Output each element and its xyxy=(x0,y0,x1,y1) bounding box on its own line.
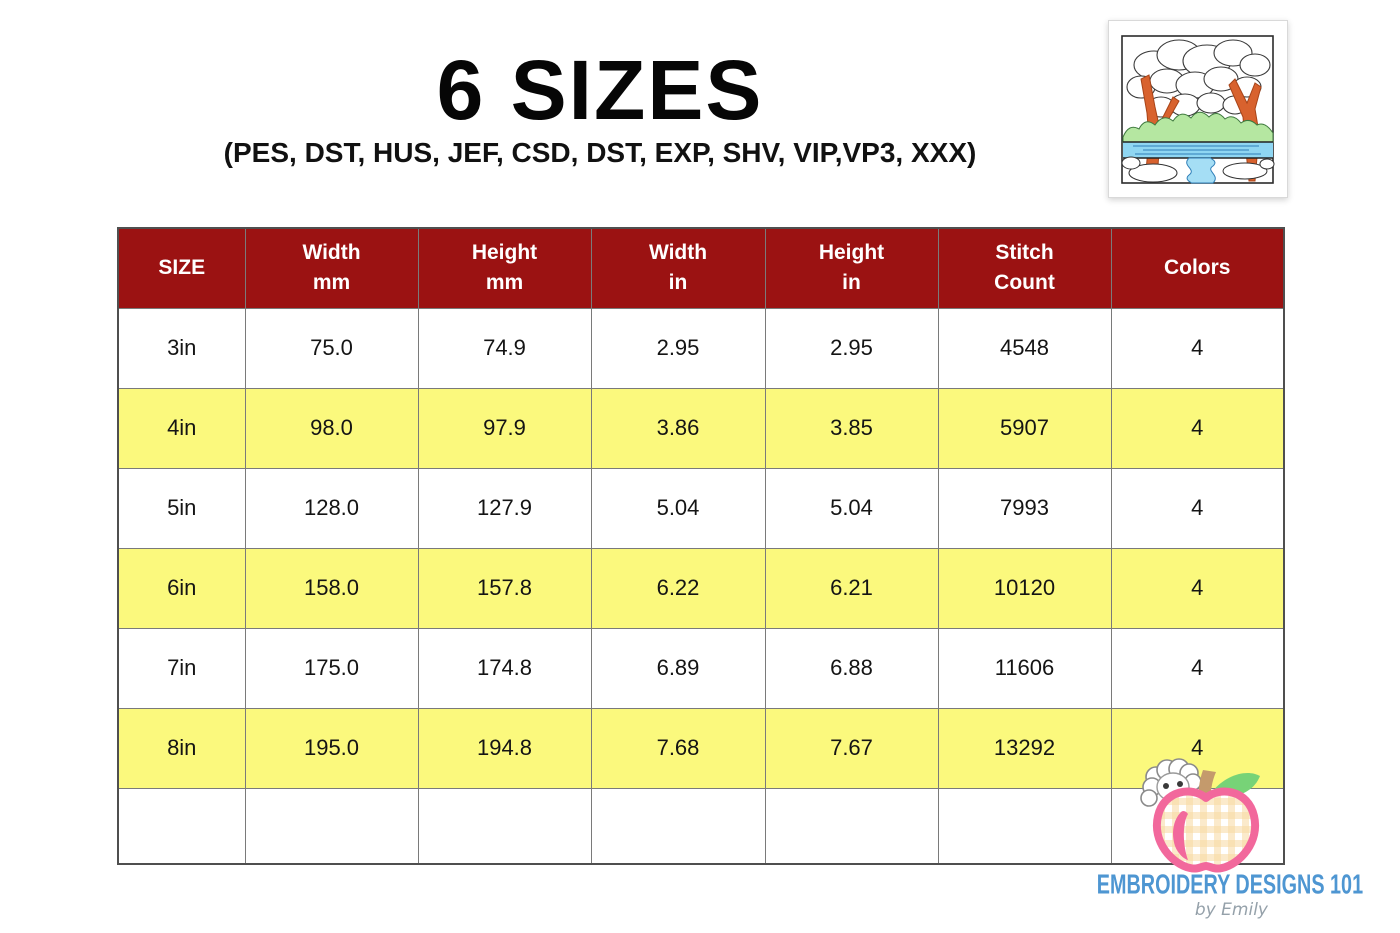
cell-empty xyxy=(590,787,766,865)
title-block: 6 SIZES (PES, DST, HUS, JEF, CSD, DST, E… xyxy=(0,43,1200,169)
cell-width-mm: 75.0 xyxy=(244,307,419,389)
cell-size: 3in xyxy=(117,307,246,389)
cell-height-mm: 74.9 xyxy=(417,307,592,389)
cell-width-mm: 128.0 xyxy=(244,467,419,549)
cell-colors: 4 xyxy=(1110,627,1285,709)
cell-width-mm: 195.0 xyxy=(244,707,419,789)
cell-empty xyxy=(417,787,592,865)
cell-size: 6in xyxy=(117,547,246,629)
col-header-width-mm: Width mm xyxy=(244,227,419,309)
cell-height-in: 3.85 xyxy=(764,387,939,469)
table-row: 3in 75.0 74.9 2.95 2.95 4548 4 xyxy=(117,307,1285,389)
page-title: 6 SIZES xyxy=(436,43,764,137)
cell-stitch-count: 4548 xyxy=(937,307,1112,389)
cell-stitch-count: 5907 xyxy=(937,387,1112,469)
cell-width-mm: 98.0 xyxy=(244,387,419,469)
cell-height-in: 6.88 xyxy=(764,627,939,709)
cell-height-mm: 97.9 xyxy=(417,387,592,469)
sample-image-card xyxy=(1108,20,1288,198)
cell-empty xyxy=(764,787,939,865)
cell-width-in: 5.04 xyxy=(590,467,766,549)
brand-logo: EMBROIDERY DESIGNS 101 by Emily xyxy=(1086,756,1364,920)
col-header-width-in: Width in xyxy=(590,227,766,309)
cell-empty xyxy=(117,787,246,865)
cell-stitch-count: 13292 xyxy=(937,707,1112,789)
forest-stream-embroidery-sample-image xyxy=(1121,35,1275,184)
lake xyxy=(1123,141,1273,159)
page-subtitle: (PES, DST, HUS, JEF, CSD, DST, EXP, SHV,… xyxy=(223,136,977,168)
brand-name: EMBROIDERY DESIGNS 101 xyxy=(1096,868,1364,900)
cell-height-in: 2.95 xyxy=(764,307,939,389)
cell-height-mm: 157.8 xyxy=(417,547,592,629)
stream xyxy=(1186,157,1216,184)
cell-height-in: 7.67 xyxy=(764,707,939,789)
cell-width-in: 6.89 xyxy=(590,627,766,709)
bush-band xyxy=(1122,111,1274,143)
cell-height-mm: 127.9 xyxy=(417,467,592,549)
table-row: 4in 98.0 97.9 3.86 3.85 5907 4 xyxy=(117,387,1285,469)
table-row: 6in 158.0 157.8 6.22 6.21 10120 4 xyxy=(117,547,1285,629)
cell-colors: 4 xyxy=(1110,387,1285,469)
cell-width-in: 7.68 xyxy=(590,707,766,789)
table-row: 7in 175.0 174.8 6.89 6.88 11606 4 xyxy=(117,627,1285,709)
table-row: 5in 128.0 127.9 5.04 5.04 7993 4 xyxy=(117,467,1285,549)
cell-width-in: 3.86 xyxy=(590,387,766,469)
cell-colors: 4 xyxy=(1110,547,1285,629)
apple-highlight xyxy=(1173,810,1188,860)
col-header-height-in: Height in xyxy=(764,227,939,309)
cell-size: 5in xyxy=(117,467,246,549)
cell-width-in: 6.22 xyxy=(590,547,766,629)
rocks xyxy=(1121,156,1275,183)
table-row: 8in 195.0 194.8 7.68 7.67 13292 4 xyxy=(117,707,1285,789)
cell-stitch-count: 7993 xyxy=(937,467,1112,549)
header-row: SIZE Width mm Height mm Width in Height … xyxy=(117,227,1285,309)
cell-height-in: 6.21 xyxy=(764,547,939,629)
apple-body xyxy=(1152,787,1260,873)
col-header-height-mm: Height mm xyxy=(417,227,592,309)
cell-empty xyxy=(244,787,419,865)
cell-stitch-count: 11606 xyxy=(937,627,1112,709)
cell-empty xyxy=(937,787,1112,865)
cell-size: 4in xyxy=(117,387,246,469)
cell-width-mm: 175.0 xyxy=(244,627,419,709)
col-header-stitch-count: Stitch Count xyxy=(937,227,1112,309)
sheep-apple-logo-icon xyxy=(1140,758,1260,873)
col-header-size: SIZE xyxy=(117,227,246,309)
brand-byline: by Emily xyxy=(1194,900,1268,920)
cell-size: 7in xyxy=(117,627,246,709)
cell-colors: 4 xyxy=(1110,467,1285,549)
cell-stitch-count: 10120 xyxy=(937,547,1112,629)
cell-width-in: 2.95 xyxy=(590,307,766,389)
cell-height-mm: 174.8 xyxy=(417,627,592,709)
cell-colors: 4 xyxy=(1110,307,1285,389)
cell-height-in: 5.04 xyxy=(764,467,939,549)
cell-height-mm: 194.8 xyxy=(417,707,592,789)
cell-size: 8in xyxy=(117,707,246,789)
cell-width-mm: 158.0 xyxy=(244,547,419,629)
col-header-colors: Colors xyxy=(1110,227,1285,309)
